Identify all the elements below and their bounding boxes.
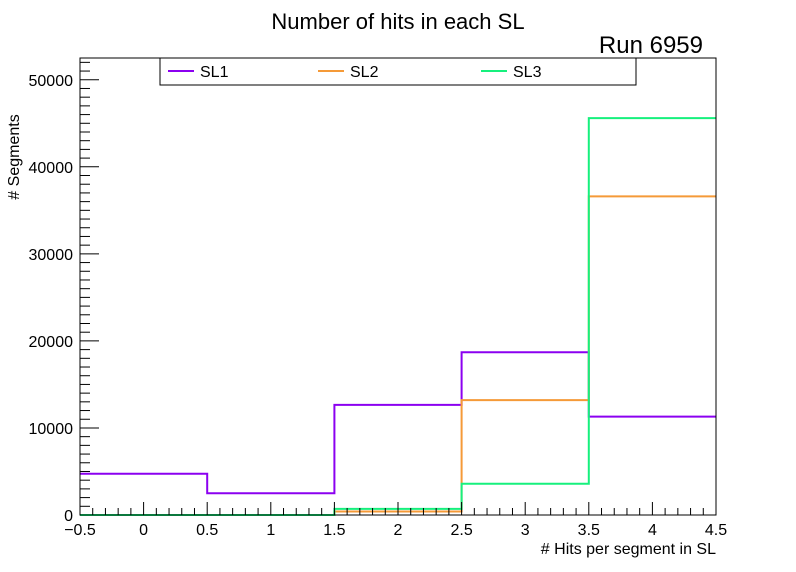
y-axis: 0 10000 20000 30000 40000 50000 — [29, 61, 99, 525]
x-tick-label: 3 — [521, 522, 530, 539]
x-tick-label: 0.5 — [196, 522, 218, 539]
x-tick-label: −0.5 — [64, 522, 96, 539]
bin-sl2-4 — [589, 195, 716, 197]
run-label: Run 6959 — [599, 32, 703, 59]
y-axis-label: # Segments — [6, 114, 23, 199]
bin-sl1-4 — [589, 416, 716, 418]
x-tick-label: 4 — [648, 522, 657, 539]
legend-entry-sl2: SL2 — [318, 64, 379, 81]
legend-label: SL1 — [200, 64, 229, 81]
y-tick-label: 50000 — [29, 73, 74, 90]
bin-sl3-3 — [462, 483, 589, 485]
bin-sl3-4 — [589, 117, 716, 119]
legend-label: SL3 — [513, 64, 542, 81]
legend-items: SL1 SL2 SL3 — [168, 64, 542, 81]
x-tick-label: 3.5 — [578, 522, 600, 539]
x-tick-label: 2 — [394, 522, 403, 539]
legend-entry-sl3: SL3 — [481, 64, 542, 81]
bin-sl1-2 — [334, 404, 461, 406]
y-tick-label: 0 — [64, 508, 73, 525]
bin-sl1-1 — [207, 492, 334, 494]
y-tick-label: 20000 — [29, 334, 74, 351]
legend-entry-sl1: SL1 — [168, 64, 229, 81]
y-tick-label: 10000 — [29, 421, 74, 438]
x-axis-label: # Hits per segment in SL — [541, 541, 716, 558]
x-axis: −0.5 0 0.5 1 1.5 2 2.5 3 3.5 4 4.5 — [64, 502, 727, 539]
bin-sl2-3 — [462, 399, 589, 401]
x-tick-label: 1.5 — [323, 522, 345, 539]
x-tick-label: 2.5 — [450, 522, 472, 539]
bin-sl1-0 — [80, 473, 207, 475]
legend-label: SL2 — [350, 64, 379, 81]
legend: SL1 SL2 SL3 — [159, 57, 637, 86]
chart-title: Number of hits in each SL — [271, 9, 524, 34]
legend-box — [159, 57, 637, 86]
y-tick-label: 40000 — [29, 160, 74, 177]
y-tick-label: 30000 — [29, 247, 74, 264]
x-tick-label: 0 — [139, 522, 148, 539]
bin-sl1-3 — [462, 351, 589, 353]
x-tick-label: 4.5 — [705, 522, 727, 539]
x-tick-label: 1 — [266, 522, 275, 539]
